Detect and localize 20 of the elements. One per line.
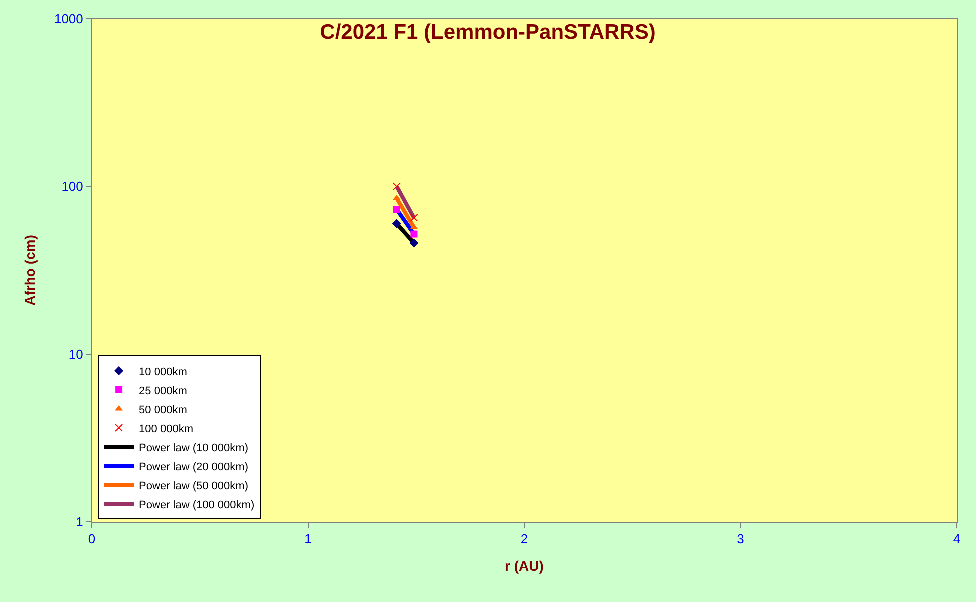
x-tick-label: 0 [88, 532, 96, 547]
legend-label: Power law (10 000km) [139, 442, 248, 454]
y-tick-label: 1 [76, 514, 84, 530]
y-tick-label: 100 [62, 179, 84, 194]
x-tick-label: 4 [953, 532, 961, 547]
legend-label: Power law (20 000km) [139, 461, 248, 474]
legend-label: 100 000km [139, 423, 194, 436]
legend-label: 10 000km [139, 366, 188, 378]
x-tick-label: 2 [520, 532, 528, 547]
legend-label: Power law (100 000km) [139, 499, 255, 512]
y-tick-label: 1000 [54, 12, 84, 27]
legend-label: 50 000km [139, 404, 188, 416]
x-axis-title: r (AU) [505, 558, 544, 574]
x-tick-label: 3 [737, 532, 744, 547]
y-tick-label: 10 [68, 346, 84, 362]
legend-label: Power law (50 000km) [139, 480, 248, 492]
legend-label: 25 000km [139, 385, 188, 398]
chart-title: C/2021 F1 (Lemmon-PanSTARRS) [320, 20, 656, 44]
y-axis-title: Afrho (cm) [22, 235, 38, 306]
x-tick-label: 1 [304, 532, 312, 547]
